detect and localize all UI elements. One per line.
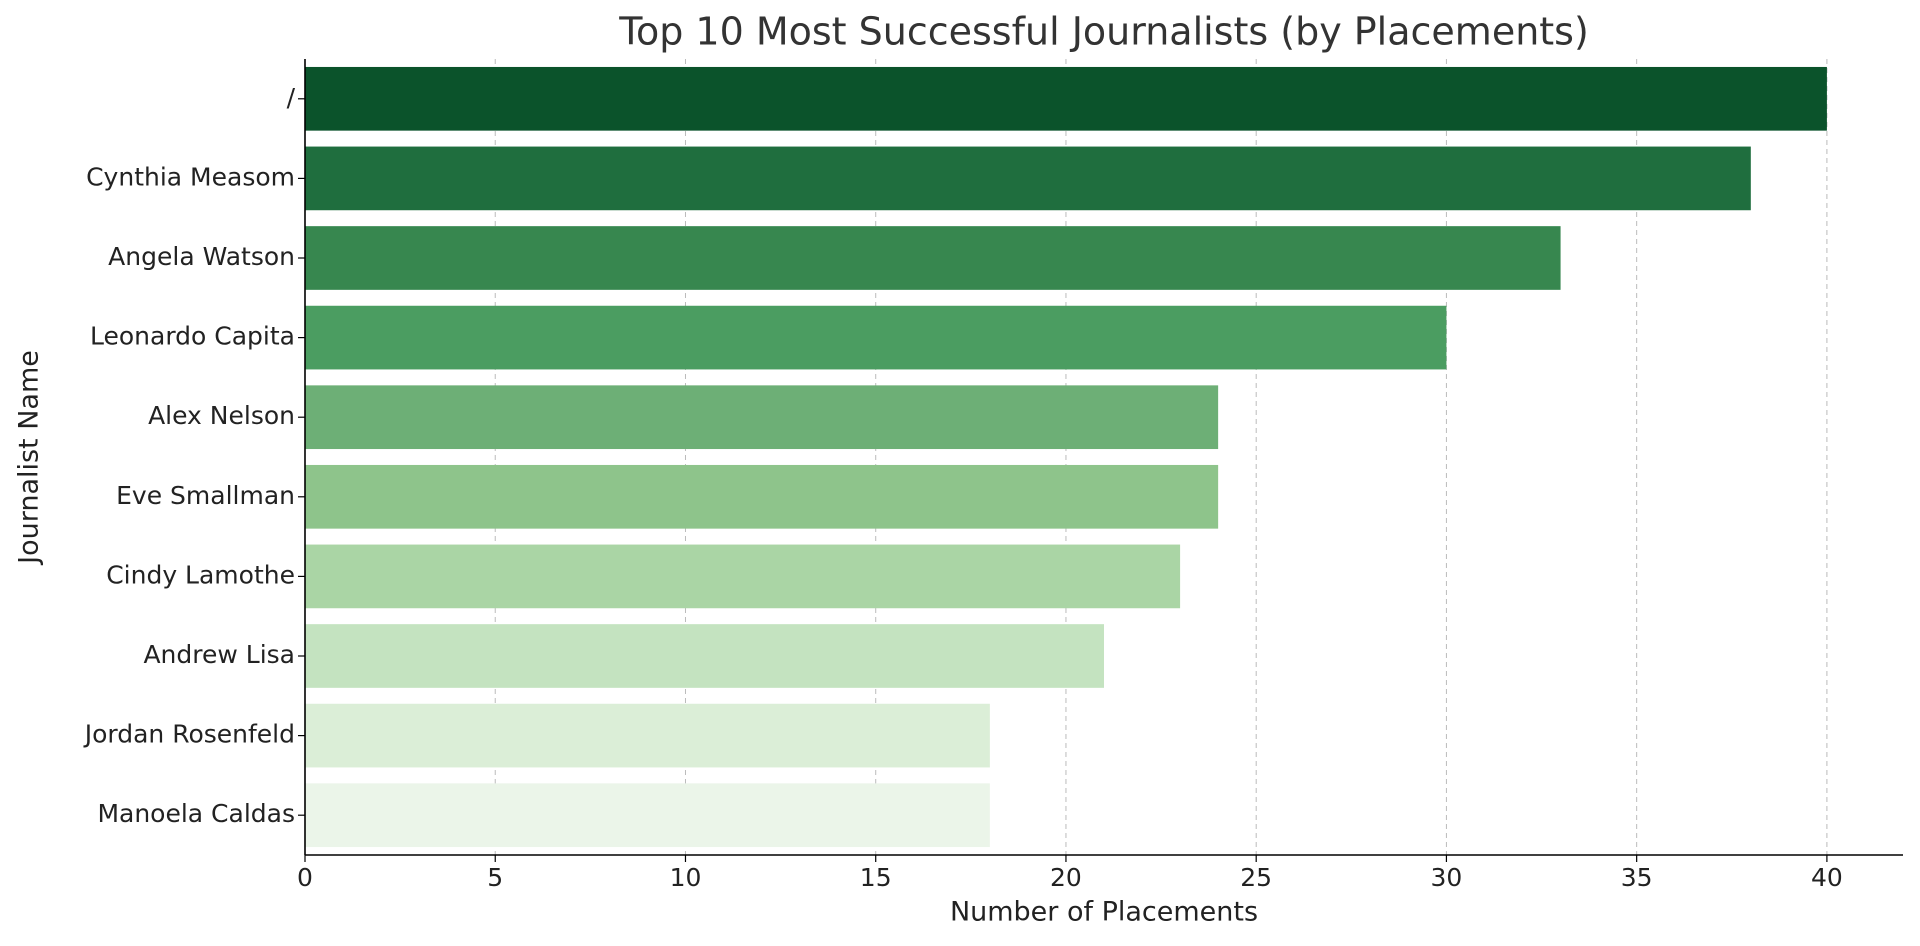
x-tick-label: 20: [1050, 863, 1082, 892]
bar: [305, 783, 990, 848]
x-tick-label: 0: [297, 863, 313, 892]
bar: [305, 66, 1827, 131]
bar: [305, 464, 1219, 529]
y-tick-label: Manoela Caldas: [97, 799, 295, 828]
x-tick-label: 25: [1240, 863, 1272, 892]
bar: [305, 226, 1561, 290]
y-tick-label: Cindy Lamothe: [106, 560, 295, 589]
bar: [305, 703, 990, 768]
y-tick-label: /: [287, 83, 296, 112]
x-tick-label: 30: [1431, 863, 1463, 892]
y-tick-label: Eve Smallman: [116, 481, 295, 510]
bar: [305, 544, 1181, 609]
x-tick-label: 35: [1621, 863, 1653, 892]
y-tick-label: Leonardo Capita: [90, 322, 295, 351]
bar: [305, 146, 1751, 211]
chart-title: Top 10 Most Successful Journalists (by P…: [618, 10, 1589, 54]
y-tick-label: Andrew Lisa: [143, 640, 295, 669]
bar: [305, 385, 1219, 450]
y-tick-label: Cynthia Measom: [86, 162, 295, 191]
x-tick-label: 10: [670, 863, 702, 892]
x-tick-label: 40: [1811, 863, 1843, 892]
x-tick-label: 5: [487, 863, 503, 892]
x-axis-label: Number of Placements: [950, 897, 1258, 928]
bar: [305, 624, 1104, 688]
y-axis-label: Journalist Name: [14, 350, 45, 566]
x-tick-label: 15: [860, 863, 892, 892]
y-tick-label: Alex Nelson: [148, 401, 295, 430]
y-tick-label: Angela Watson: [108, 242, 295, 271]
y-tick-label: Jordan Rosenfeld: [83, 720, 295, 749]
bar: [305, 305, 1447, 370]
